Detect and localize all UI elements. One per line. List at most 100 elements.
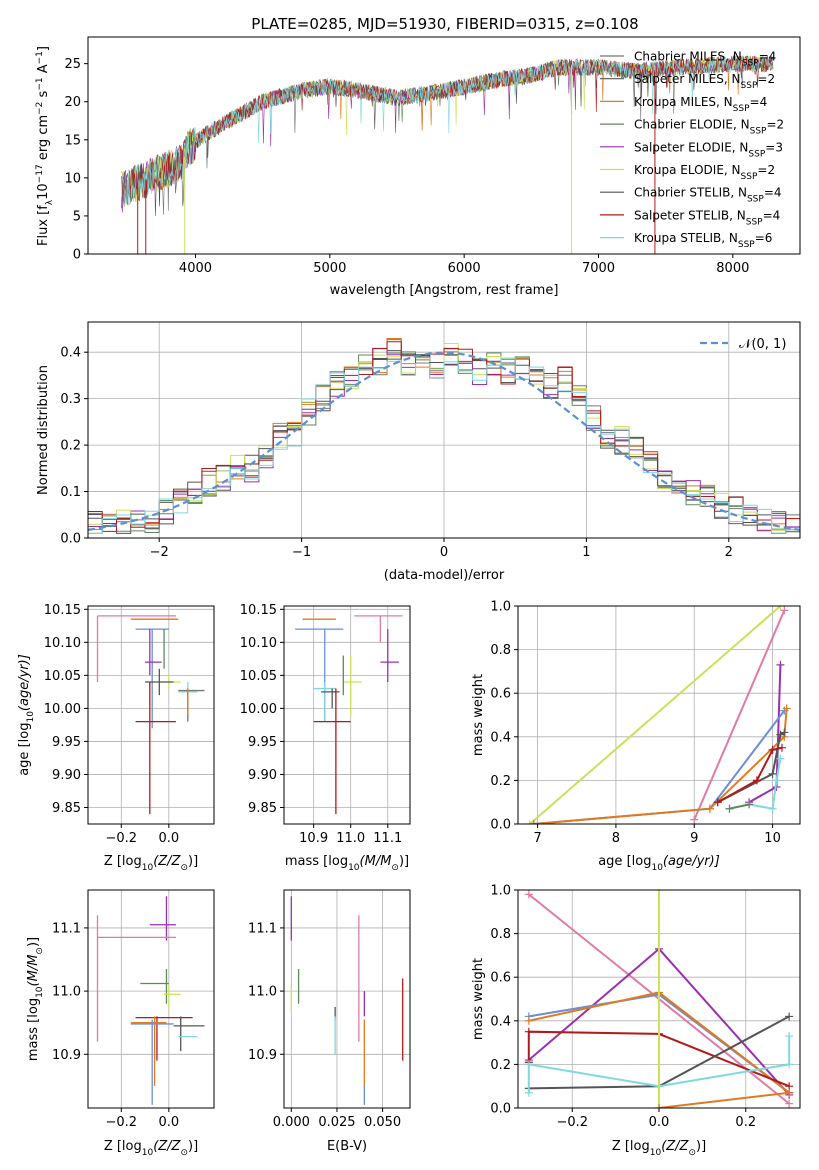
label-part: A xyxy=(36,64,51,77)
x-axis-label: E(B-V) xyxy=(327,1139,367,1154)
label-part: =2 xyxy=(757,163,775,177)
x-tick-label: 5000 xyxy=(313,261,346,276)
x-tick-label: 10 xyxy=(764,831,781,846)
y-tick-label: 10.9 xyxy=(248,1048,277,1063)
label-part: SSP xyxy=(748,149,765,159)
x-tick-label: −2 xyxy=(150,545,169,560)
y-tick-label: 10 xyxy=(64,171,81,186)
x-tick-label: −0.2 xyxy=(105,1115,137,1130)
label-part: ⊙ xyxy=(180,863,188,873)
series-line xyxy=(658,1091,790,1108)
y-tick-label: 25 xyxy=(64,57,81,72)
y-tick-label: 11.1 xyxy=(52,921,81,936)
y-tick-label: 10.05 xyxy=(44,669,81,684)
y-tick-label: 0.4 xyxy=(490,1014,511,1029)
x-axis-label: Z [log10(Z/Z⊙)] xyxy=(104,854,198,873)
data-point-marker xyxy=(776,660,785,669)
label-part: =6 xyxy=(755,231,773,245)
age-vs-mass-panel: 10.9 11.0 11.1 9.85 9.90 9.95 10.00 10.05 10.10 1… xyxy=(240,603,411,873)
axes-frame xyxy=(283,889,411,1109)
y-tick-label: 10.9 xyxy=(52,1048,81,1063)
data-point-marker xyxy=(524,890,533,899)
axes-frame xyxy=(87,889,215,1109)
label-part: SSP xyxy=(741,81,758,91)
data-point-marker xyxy=(745,800,754,809)
data-point-marker xyxy=(777,743,786,752)
y-tick-label: 10.10 xyxy=(44,636,81,651)
x-tick-label: 1 xyxy=(582,545,590,560)
data-point-marker xyxy=(524,1016,533,1025)
label-part: SSP xyxy=(747,195,764,205)
y-tick-label: 9.95 xyxy=(52,735,81,750)
mass-weight-vs-metallicity-panel: −0.2 0.0 0.2 0.0 0.2 0.4 0.6 0.8 1.0 Z [log10(Z/Z… xyxy=(471,884,801,1158)
label-part: Kroupa MILES, N xyxy=(634,95,733,109)
plot-area xyxy=(290,896,404,1105)
y-tick-label: 0.4 xyxy=(60,346,81,361)
label-part: Z [log xyxy=(104,854,142,869)
label-part: λ xyxy=(45,199,55,205)
histogram-step xyxy=(88,342,800,531)
label-part: 10 xyxy=(26,711,36,723)
plot-area xyxy=(524,890,794,1108)
label-part: )] xyxy=(188,854,198,869)
label-part: age [log xyxy=(17,723,32,776)
y-tick-label: 10.10 xyxy=(240,636,277,651)
data-point-marker xyxy=(785,1012,794,1021)
x-tick-label: 6000 xyxy=(448,261,481,276)
label-part: (M/M xyxy=(26,955,41,987)
data-point-marker xyxy=(655,1104,663,1108)
label-part: 10 xyxy=(35,986,45,998)
y-tick-label: 0 xyxy=(73,248,81,263)
label-part: Flux [f xyxy=(36,205,51,246)
label-part: Salpeter STELIB, N xyxy=(634,208,746,222)
gaussian-curve xyxy=(88,351,800,531)
label-part: age [log xyxy=(598,854,651,869)
label-part: Z [log xyxy=(612,1139,650,1154)
label-part: ⊙ xyxy=(35,947,45,955)
label-part: −17 xyxy=(35,164,45,183)
y-tick-label: 1.0 xyxy=(490,600,511,615)
y-tick-label: 15 xyxy=(64,133,81,148)
label-part: Salpeter MILES, N xyxy=(634,72,741,86)
x-axis-label: Z [log10(Z/Z⊙)] xyxy=(612,1139,706,1158)
label-part: 10 xyxy=(650,1148,662,1158)
y-tick-label: 9.90 xyxy=(52,768,81,783)
data-point-marker xyxy=(772,776,781,785)
data-point-marker xyxy=(785,1088,794,1097)
data-point-marker xyxy=(780,606,789,615)
label-part: Salpeter ELODIE, N xyxy=(634,140,748,154)
label-part: Chabrier ELODIE, N xyxy=(634,118,750,132)
y-axis-label: Flux [fλ10−17 erg cm−2 s−1 A−1] xyxy=(35,46,55,246)
y-tick-label: 9.90 xyxy=(248,768,277,783)
x-tick-label: −0.2 xyxy=(556,1115,588,1130)
x-tick-label: 8000 xyxy=(716,261,749,276)
x-tick-label: 4000 xyxy=(179,261,212,276)
series-line xyxy=(533,708,788,824)
data-point-marker xyxy=(782,704,791,713)
y-tick-label: 0.6 xyxy=(490,971,511,986)
y-tick-label: 0.0 xyxy=(60,532,81,547)
x-axis-label: mass [log10(M/M⊙)] xyxy=(285,854,409,873)
y-tick-label: 0.2 xyxy=(490,1058,511,1073)
legend-label: Kroupa MILES, NSSP=4 xyxy=(634,95,767,114)
y-tick-label: 10.15 xyxy=(240,603,277,618)
y-axis-label: mass [log10(M/M⊙)] xyxy=(26,937,45,1061)
y-tick-label: 9.85 xyxy=(248,801,277,816)
x-tick-label: 0.2 xyxy=(735,1115,756,1130)
data-point-marker xyxy=(785,1099,794,1108)
label-part: ⊙ xyxy=(391,863,399,873)
series-line xyxy=(533,709,786,824)
label-part: (age/yr)] xyxy=(663,854,720,869)
y-axis-label: Normed distribution xyxy=(36,365,51,495)
y-tick-label: 0.6 xyxy=(490,687,511,702)
series-line xyxy=(717,746,783,804)
x-tick-label: 11.1 xyxy=(373,831,402,846)
label-part: Kroupa STELIB, N xyxy=(634,231,738,245)
y-tick-label: 0.8 xyxy=(490,927,511,942)
data-point-marker xyxy=(525,820,534,824)
spectrum-panel: PLATE=0285, MJD=51930, FIBERID=0315, z=0… xyxy=(35,15,801,298)
label-part: Chabrier MILES, N xyxy=(634,50,742,64)
x-tick-label: 0.050 xyxy=(364,1115,401,1130)
